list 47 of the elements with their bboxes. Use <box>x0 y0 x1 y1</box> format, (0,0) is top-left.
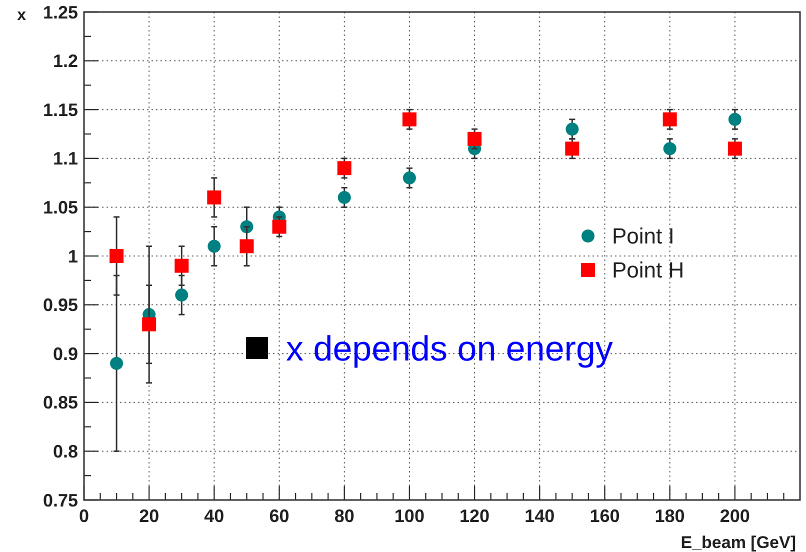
point <box>338 190 351 204</box>
point <box>662 112 677 126</box>
point <box>110 249 124 263</box>
x-tick-label: 120 <box>460 506 490 526</box>
x-tick-label: 140 <box>524 506 555 526</box>
y-tick-label: 1.1 <box>52 148 78 169</box>
y-tick-label: 0.75 <box>42 490 78 510</box>
point <box>110 356 124 370</box>
x-tick-label: 0 <box>78 506 90 526</box>
x-tick-label: 40 <box>204 506 224 526</box>
y-tick-label: 0.8 <box>52 442 78 462</box>
legend-label: Point H <box>612 258 684 283</box>
annotation: x depends on energy <box>286 329 614 368</box>
point <box>272 220 286 234</box>
x-axis-title: E_beam [GeV] <box>680 533 796 552</box>
x-tick-label: 20 <box>139 506 160 526</box>
y-tick-label: 1.05 <box>42 198 78 218</box>
y-tick-label: 1.15 <box>42 100 78 120</box>
point <box>663 142 676 156</box>
point <box>208 240 221 253</box>
point <box>402 171 416 184</box>
y-tick-label: 0.9 <box>52 344 78 364</box>
x-tick-label: 100 <box>394 506 424 526</box>
x-tick-label: 180 <box>654 506 685 526</box>
y-tick-label: 0.95 <box>42 295 78 316</box>
point <box>175 288 188 302</box>
point <box>337 161 352 176</box>
x-tick-label: 200 <box>720 506 750 526</box>
y-tick-label: 1 <box>68 246 78 266</box>
y-tick-label: 0.85 <box>42 392 78 413</box>
point <box>240 239 254 254</box>
point <box>142 317 156 332</box>
point <box>207 190 222 204</box>
x-tick-label: 60 <box>269 506 290 526</box>
point <box>565 142 580 156</box>
x-tick-label: 80 <box>334 506 354 526</box>
point <box>402 112 416 126</box>
y-tick-label: 1.25 <box>42 2 78 22</box>
point <box>728 142 742 156</box>
point <box>566 122 579 136</box>
y-axis-title: x <box>17 7 26 24</box>
y-tick-label: 1.2 <box>52 51 78 72</box>
legend-label: Point I <box>612 224 674 249</box>
point <box>174 258 189 273</box>
x-tick-label: 160 <box>590 506 620 526</box>
point <box>728 112 742 126</box>
point <box>468 132 482 146</box>
